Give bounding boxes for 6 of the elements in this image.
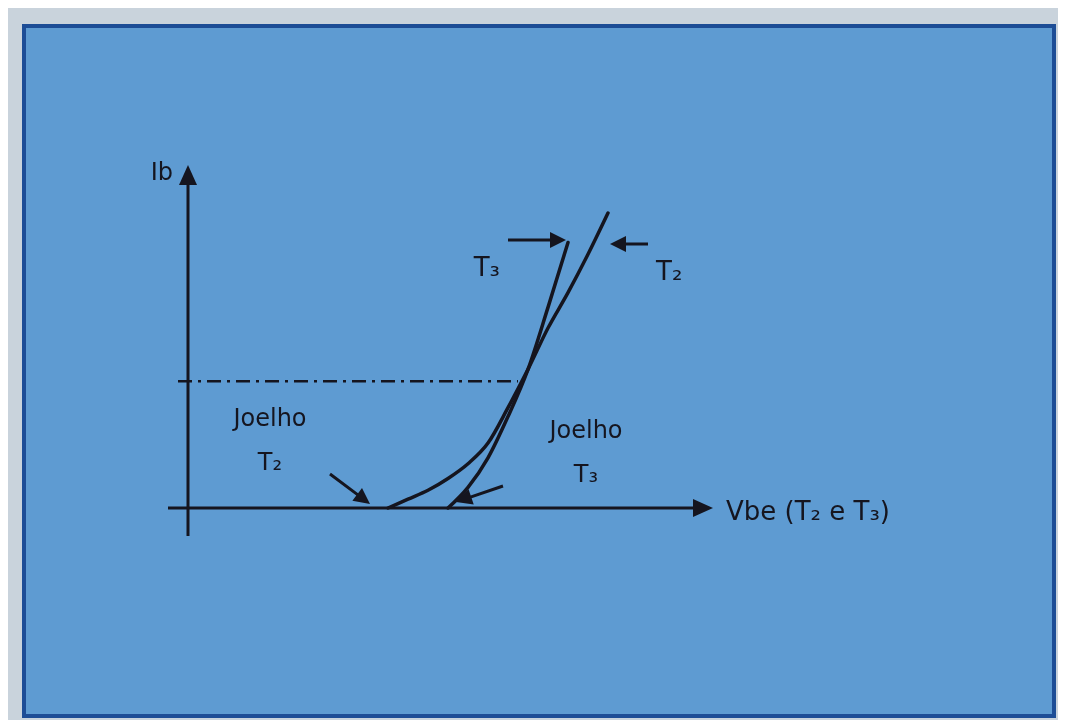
y-axis-title: Ib [150, 158, 173, 186]
annotation: Joelho T₃ [547, 416, 623, 488]
text: T₃ [472, 252, 500, 282]
x-axis-title: Vbe (T₂ e T₃) [726, 496, 890, 526]
annotation: Joelho T₂ [231, 404, 307, 476]
text: T₂ [655, 256, 683, 286]
